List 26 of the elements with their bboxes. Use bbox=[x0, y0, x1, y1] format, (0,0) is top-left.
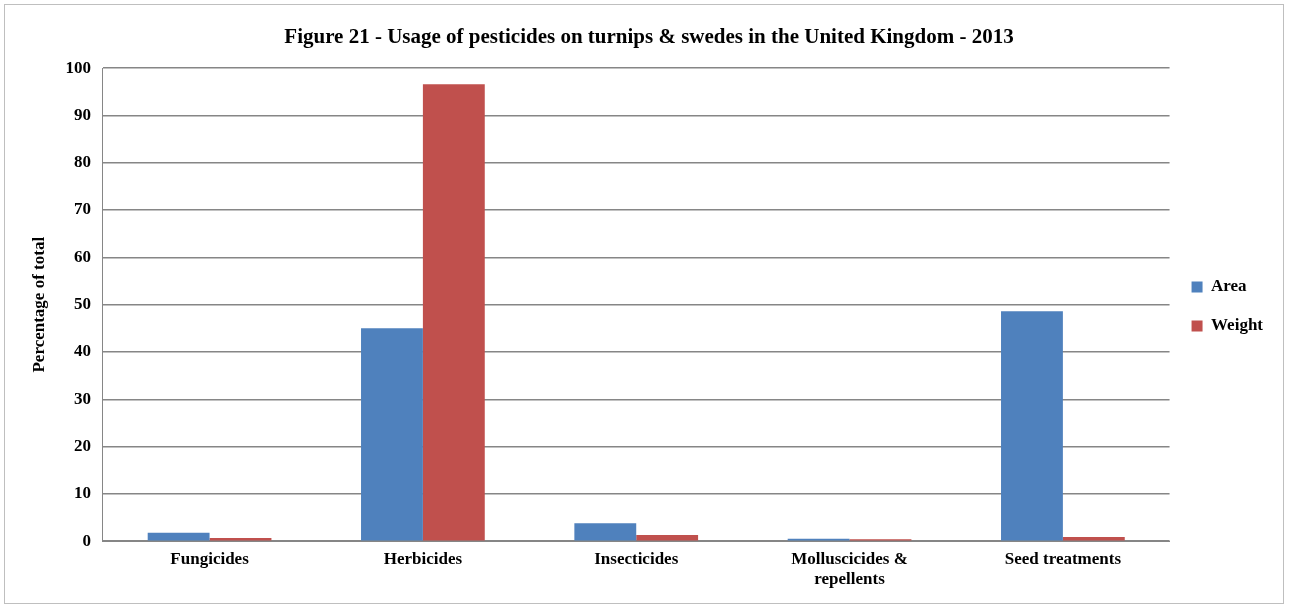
legend-label: Area bbox=[1211, 276, 1248, 296]
y-tick-label: 60 bbox=[73, 246, 91, 266]
y-tick-label: 0 bbox=[82, 530, 91, 550]
y-tick-label: 30 bbox=[73, 388, 91, 408]
y-tick-label: 50 bbox=[73, 294, 91, 314]
y-tick-label: 100 bbox=[65, 57, 91, 77]
y-tick-label: 70 bbox=[73, 199, 91, 219]
x-tick-label: Molluscicides & repellents bbox=[791, 548, 908, 589]
bar bbox=[1001, 311, 1063, 541]
y-tick-label: 80 bbox=[73, 152, 91, 172]
bar bbox=[147, 532, 210, 541]
y-tick-label: 40 bbox=[73, 341, 91, 361]
y-tick-label: 10 bbox=[73, 483, 91, 503]
x-tick-label: Herbicides bbox=[383, 548, 463, 568]
bar bbox=[361, 328, 423, 541]
legend-label: Weight bbox=[1211, 315, 1264, 335]
y-tick-label: 20 bbox=[73, 435, 91, 455]
y-tick-label: 90 bbox=[73, 104, 91, 124]
bar bbox=[422, 84, 485, 541]
y-axis-title: Percentage of total bbox=[28, 236, 48, 373]
bar bbox=[574, 523, 637, 541]
bar bbox=[636, 535, 699, 541]
x-tick-label: Insecticides bbox=[594, 548, 679, 568]
chart-title: Figure 21 - Usage of pesticides on turnips & swedes in the United Kingdom - 2013 bbox=[284, 24, 1014, 49]
x-tick-label: Seed treatments bbox=[1004, 548, 1122, 568]
x-tick-label: Fungicides bbox=[170, 548, 250, 568]
